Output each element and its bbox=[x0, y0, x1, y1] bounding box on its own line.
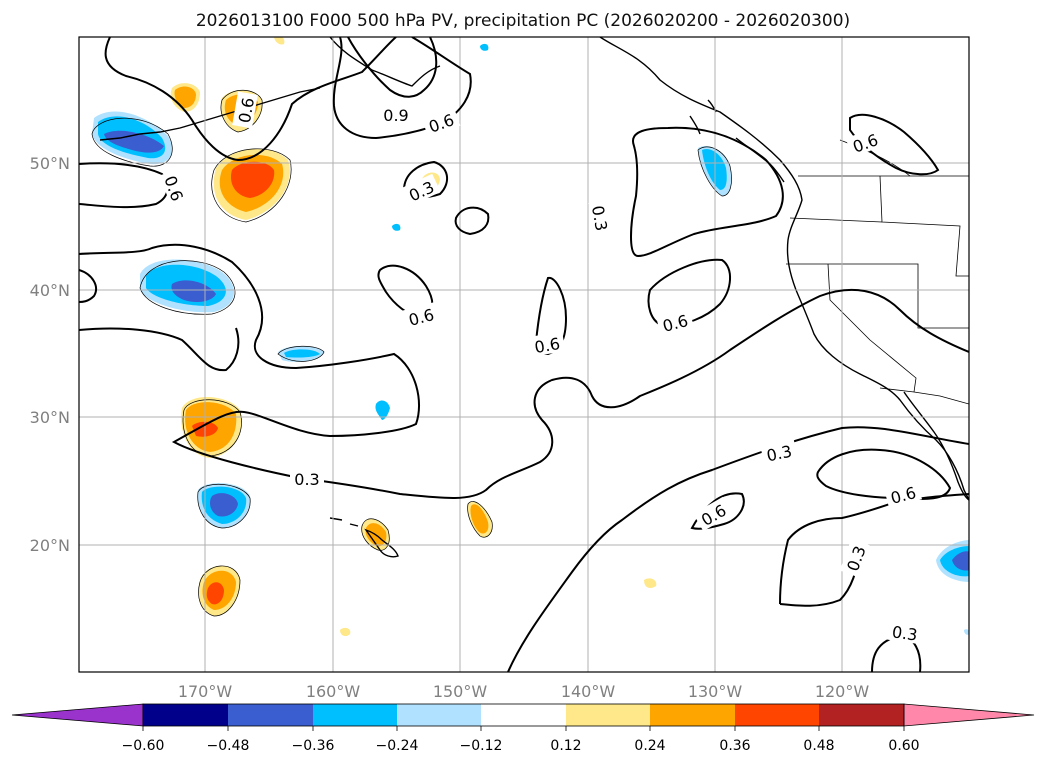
precip-blob-negative bbox=[375, 400, 390, 420]
colorbar-bin bbox=[650, 704, 735, 726]
colorbar-tick-label: 0.60 bbox=[888, 738, 919, 754]
lon-label: 140°W bbox=[561, 682, 616, 701]
precip-negative-shading bbox=[92, 43, 969, 635]
latitude-labels: 50°N 40°N 30°N 20°N bbox=[30, 154, 70, 555]
colorbar-frame bbox=[142, 703, 905, 727]
colorbar-tick-label: −0.60 bbox=[122, 738, 165, 754]
colorbar-tick-label: −0.48 bbox=[207, 738, 250, 754]
lat-label: 50°N bbox=[30, 154, 70, 173]
precip-blob-positive bbox=[230, 161, 275, 198]
lon-label: 120°W bbox=[815, 682, 870, 701]
colorbar: −0.60 −0.48 −0.36 −0.24 −0.12 0.12 0.24 … bbox=[11, 703, 1035, 754]
precip-blob-positive bbox=[644, 578, 657, 588]
precip-blob-negative bbox=[480, 43, 489, 51]
lat-label: 40°N bbox=[30, 281, 70, 300]
contour-label: 0.3 bbox=[891, 622, 919, 644]
precip-blob-negative bbox=[392, 223, 401, 231]
lon-label: 150°W bbox=[433, 682, 488, 701]
lon-label: 160°W bbox=[306, 682, 361, 701]
north-american-coast bbox=[599, 37, 969, 501]
colorbar-tick-label: 0.24 bbox=[634, 738, 665, 754]
contour-label: 0.3 bbox=[588, 204, 611, 232]
precip-outlines bbox=[91, 89, 732, 617]
gridlines bbox=[79, 37, 969, 672]
contour-label: 0.3 bbox=[294, 470, 319, 489]
precip-blob-negative bbox=[964, 629, 969, 635]
precip-blob-positive bbox=[274, 37, 285, 45]
contour-label: 0.6 bbox=[533, 334, 561, 357]
colorbar-bin bbox=[397, 704, 481, 726]
colorbar-tick-label: −0.36 bbox=[292, 738, 335, 754]
precip-blob-negative bbox=[210, 493, 238, 517]
precip-blob-negative bbox=[952, 551, 969, 571]
coastlines bbox=[99, 37, 969, 558]
hawaiian-islands bbox=[329, 517, 399, 558]
lat-label: 30°N bbox=[30, 408, 70, 427]
contour-label: 0.9 bbox=[383, 106, 408, 125]
colorbar-ticks bbox=[142, 726, 905, 731]
precip-blob-negative bbox=[104, 130, 164, 153]
colorbar-extend-low bbox=[11, 703, 144, 727]
aleutian-islands bbox=[99, 87, 321, 141]
colorbar-tick-label: −0.24 bbox=[376, 738, 419, 754]
lon-label: 130°W bbox=[688, 682, 743, 701]
precip-blob-positive bbox=[340, 627, 351, 637]
precip-blob-negative bbox=[702, 148, 727, 190]
colorbar-bin bbox=[313, 704, 397, 726]
colorbar-bin bbox=[819, 704, 904, 726]
longitude-labels: 170°W 160°W 150°W 140°W 130°W 120°W bbox=[178, 682, 870, 701]
map-panel: 0.9 0.6 0.6 0.3 0.3 0.6 0.6 0.6 0.6 0.3 … bbox=[78, 36, 970, 673]
colorbar-bin bbox=[143, 704, 228, 726]
precip-blob-positive bbox=[174, 86, 196, 108]
colorbar-tick-label: −0.12 bbox=[460, 738, 503, 754]
precip-blob-positive bbox=[470, 504, 489, 534]
colorbar-tick-label: 0.12 bbox=[550, 738, 581, 754]
map-title: 2026013100 F000 500 hPa PV, precipitatio… bbox=[196, 11, 850, 31]
contour-label: 0.6 bbox=[235, 96, 258, 124]
alaska-coast bbox=[329, 37, 441, 87]
colorbar-bin bbox=[228, 704, 313, 726]
ocean-background bbox=[79, 37, 969, 672]
colorbar-bin bbox=[566, 704, 650, 726]
map-frame bbox=[78, 36, 970, 673]
colorbar-bin bbox=[481, 704, 566, 726]
colorbar-bin bbox=[735, 704, 819, 726]
colorbar-tick-label: 0.36 bbox=[719, 738, 750, 754]
lon-label: 170°W bbox=[178, 682, 233, 701]
lat-label: 20°N bbox=[30, 536, 70, 555]
precip-blob-negative bbox=[284, 349, 320, 358]
precip-blob-positive bbox=[206, 582, 224, 605]
colorbar-extend-high bbox=[903, 703, 1035, 727]
contour-label: 0.3 bbox=[765, 442, 794, 466]
colorbar-tick-label: 0.48 bbox=[803, 738, 834, 754]
